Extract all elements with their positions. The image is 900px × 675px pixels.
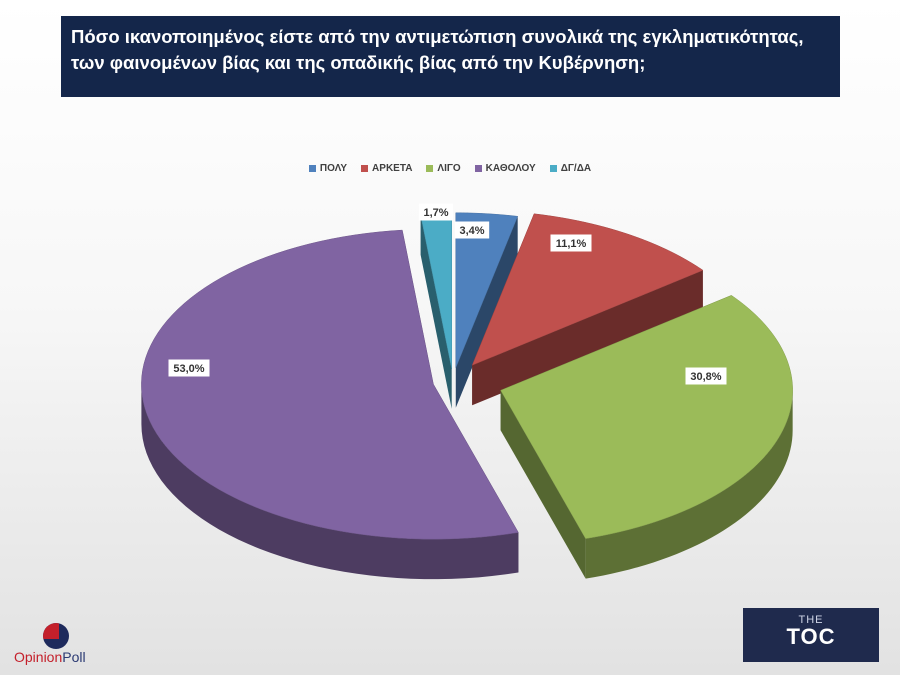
legend-label-0: ΠΟΛΥ: [319, 163, 348, 174]
pie-outer-wall-3-0: [141, 384, 519, 580]
thetoc-logo-the: THE: [798, 614, 824, 626]
data-label-box-3: [168, 359, 210, 377]
legend-item-2: ΛΙΓΟ: [426, 163, 461, 174]
data-label-box-0: [454, 221, 490, 239]
pie-slice-side-0: [455, 216, 518, 408]
pie-slice-0: [455, 212, 519, 368]
legend-swatch-1: [361, 165, 369, 172]
pie-wall-2-1: [500, 390, 586, 579]
opinionpoll-logo-icon: [43, 623, 69, 649]
chart-legend: ΠΟΛΥ ΑΡΚΕΤΑ ΛΙΓΟ ΚΑΘΟΛΟΥ ΔΓ/ΔΑ: [0, 163, 900, 174]
pie-wall-4-0: [420, 214, 452, 409]
pie-slice-2: [500, 295, 793, 539]
data-label-box-2: [685, 367, 727, 385]
legend-swatch-4: [549, 165, 557, 172]
legend-label-3: ΚΑΘΟΛΟΥ: [485, 163, 536, 174]
chart-title-line-2: των φαινομένων βίας και της οπαδικής βία…: [71, 52, 646, 73]
logo-text-opinion: Opinion: [14, 649, 63, 665]
pie-wall-0-1: [455, 216, 518, 408]
pie-slice-1: [471, 213, 704, 366]
data-label-0: 3,4%: [459, 225, 484, 237]
legend-label-4: ΔΓ/ΔΑ: [560, 163, 592, 174]
pie-tops: [141, 212, 793, 540]
legend-item-0: ΠΟΛΥ: [308, 163, 348, 174]
legend-swatch-2: [426, 165, 434, 172]
opinionpoll-logo: OpinionPoll: [14, 620, 124, 670]
thetoc-logo: THE TOC: [743, 608, 879, 662]
pie-outer-wall-2-0: [585, 390, 793, 579]
legend-item-4: ΔΓ/ΔΑ: [549, 163, 592, 174]
data-label-1: 11,1%: [556, 238, 587, 250]
legend-item-3: ΚΑΘΟΛΟΥ: [474, 163, 536, 174]
data-label-3: 53,0%: [173, 363, 204, 375]
legend-swatch-0: [308, 165, 316, 172]
pie-labels: 3,4% 11,1% 30,8% 53,0% 1,7%: [168, 203, 727, 385]
data-label-box-1: [550, 234, 592, 252]
pie-slice-side-4: [420, 214, 452, 409]
title-banner: Πόσο ικανοποιημένος είστε από την αντιμε…: [61, 16, 840, 97]
legend-label-2: ΛΙΓΟ: [437, 163, 461, 174]
thetoc-logo-toc: TOC: [786, 624, 836, 649]
data-label-4: 1,7%: [423, 207, 448, 219]
pie-slice-3: [141, 229, 519, 540]
legend-swatch-3: [474, 165, 482, 172]
legend-item-1: ΑΡΚΕΤΑ: [361, 163, 412, 174]
data-label-box-4: [418, 203, 454, 221]
logo-text-poll: Poll: [62, 649, 86, 665]
pie-wall-1-1: [472, 270, 703, 406]
chart-title-line-1: Πόσο ικανοποιημένος είστε από την αντιμε…: [71, 26, 804, 47]
data-label-2: 30,8%: [690, 371, 721, 383]
legend-label-1: ΑΡΚΕΤΑ: [372, 163, 413, 174]
